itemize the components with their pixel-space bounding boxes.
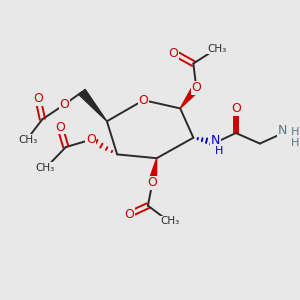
Text: O: O <box>33 92 43 105</box>
Text: O: O <box>124 208 134 221</box>
Polygon shape <box>79 89 107 121</box>
Text: O: O <box>139 94 148 107</box>
Polygon shape <box>148 158 157 184</box>
Text: O: O <box>59 98 69 111</box>
Text: N: N <box>211 134 220 147</box>
Text: H: H <box>291 138 299 148</box>
Text: N: N <box>278 124 287 137</box>
Text: CH₃: CH₃ <box>18 135 38 145</box>
Text: CH₃: CH₃ <box>160 216 179 226</box>
Text: H: H <box>291 128 299 137</box>
Text: CH₃: CH₃ <box>36 163 55 172</box>
Polygon shape <box>180 85 200 108</box>
Text: H: H <box>215 146 223 157</box>
Text: O: O <box>55 121 65 134</box>
Text: O: O <box>169 47 178 60</box>
Text: O: O <box>231 102 241 115</box>
Text: O: O <box>86 133 96 146</box>
Text: O: O <box>147 176 157 189</box>
Text: CH₃: CH₃ <box>208 44 227 54</box>
Text: O: O <box>191 81 201 94</box>
